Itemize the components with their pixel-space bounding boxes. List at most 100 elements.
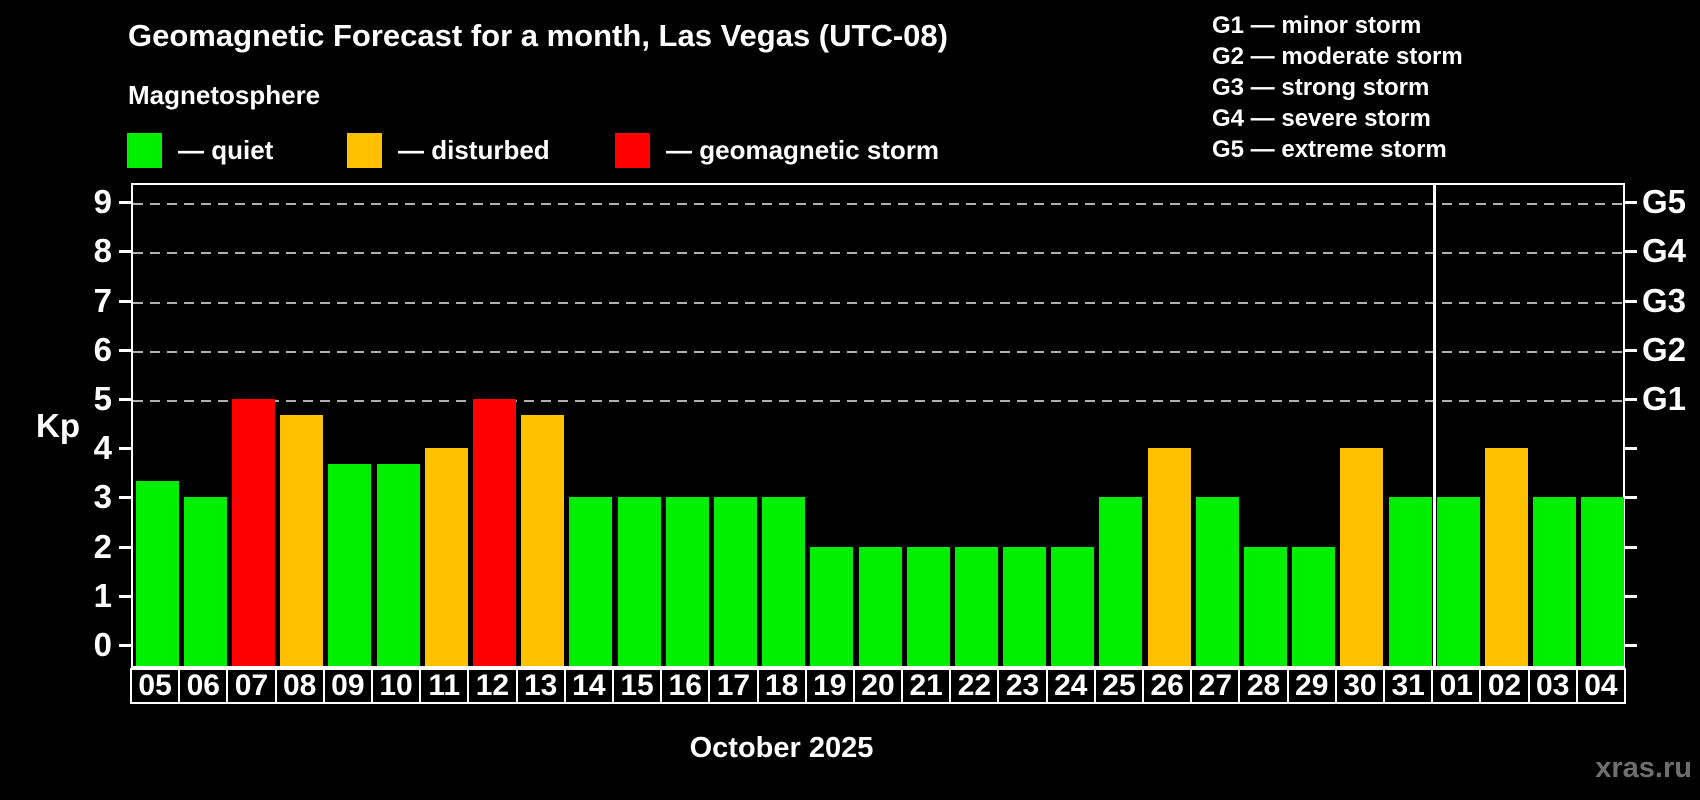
day-label: 23 (1005, 669, 1040, 702)
right-axis-tick (1625, 250, 1637, 254)
page-title: Geomagnetic Forecast for a month, Las Ve… (128, 18, 948, 53)
day-label-box: 26 (1142, 668, 1193, 704)
y-tick-label: 1 (93, 576, 112, 614)
bar (472, 399, 516, 666)
day-label-box: 25 (1093, 668, 1145, 704)
gridline (133, 301, 1623, 304)
storm-label: — geomagnetic storm (666, 135, 940, 165)
day-label: 25 (1102, 669, 1136, 702)
bar (280, 415, 324, 666)
day-label-box: 28 (1238, 668, 1289, 704)
bar (1533, 497, 1577, 666)
gridline (133, 350, 1623, 353)
y-axis-tick (119, 398, 131, 401)
y-tick-label: 5 (93, 380, 112, 417)
g-scale-label: G5 (1642, 183, 1687, 221)
g-scale-label: G4 (1642, 232, 1687, 270)
bar (858, 546, 902, 666)
bar (617, 497, 661, 666)
day-label: 19 (813, 669, 847, 702)
y-axis-tick (119, 644, 131, 647)
day-label: 10 (379, 669, 413, 702)
bar (376, 464, 420, 666)
day-label: 03 (1536, 669, 1570, 702)
g-scale-label: G3 (1642, 281, 1687, 319)
y-tick-label: 2 (93, 527, 112, 565)
day-label: 26 (1150, 669, 1184, 702)
y-axis-tick (119, 594, 131, 598)
bar (569, 497, 613, 666)
day-label: 06 (186, 669, 220, 702)
day-label-box: 21 (901, 668, 952, 704)
day-label: 12 (475, 669, 510, 702)
day-label-box: 14 (563, 668, 614, 704)
right-axis-tick (1625, 496, 1637, 500)
day-label: 13 (523, 669, 558, 702)
quiet-swatch-icon (127, 133, 162, 168)
bar (328, 464, 372, 666)
day-label: 29 (1295, 669, 1329, 702)
day-label-box: 23 (997, 668, 1048, 704)
day-label: 20 (861, 669, 895, 702)
day-label-box: 18 (756, 668, 807, 704)
bar (183, 497, 227, 666)
day-label: 30 (1343, 669, 1377, 702)
y-axis-tick (119, 447, 131, 451)
y-axis-tick (119, 250, 131, 254)
quiet-label: — quiet (178, 135, 274, 165)
day-label-box: 20 (852, 668, 904, 704)
day-label: 31 (1391, 669, 1425, 702)
legend-item-quiet: — quiet (127, 133, 273, 168)
day-label: 17 (716, 669, 751, 702)
right-axis-tick (1625, 545, 1637, 549)
y-tick-label: 8 (93, 232, 112, 270)
day-label: 24 (1054, 669, 1088, 702)
y-tick-label: 0 (93, 626, 112, 663)
bar (1485, 448, 1529, 666)
bar (1195, 497, 1239, 666)
g2-legend-line: G2 — moderate storm (1212, 43, 1463, 70)
day-label-box: 29 (1286, 668, 1337, 704)
right-axis-tick (1625, 348, 1637, 352)
g3-legend-line: G3 — strong storm (1212, 74, 1430, 101)
g-scale-legend: G1 — minor storm G2 — moderate storm G3 … (1212, 10, 1463, 165)
month-caption: October 2025 (689, 732, 874, 764)
bar (135, 481, 179, 666)
y-tick-label: 6 (93, 330, 112, 368)
chart-subtitle: Magnetosphere (128, 80, 321, 110)
bar (1340, 448, 1384, 666)
day-label-box: 05 (130, 668, 181, 704)
day-label: 27 (1198, 669, 1233, 702)
y-tick-label: 7 (93, 281, 112, 319)
y-axis-title: Kp (36, 407, 80, 444)
y-tick-label: 3 (93, 478, 112, 516)
bar (1388, 497, 1432, 666)
bar (424, 448, 468, 666)
right-axis-tick (1625, 201, 1637, 205)
bar (521, 415, 565, 666)
bar (231, 399, 275, 666)
day-label-box: 02 (1479, 668, 1530, 704)
day-label-box: 08 (274, 668, 325, 704)
day-label: 14 (572, 669, 606, 702)
day-label-box: 16 (660, 668, 711, 704)
day-label-box: 19 (804, 668, 855, 704)
g5-legend-line: G5 — extreme storm (1212, 136, 1447, 163)
bar (1147, 448, 1191, 666)
day-label-box: 12 (467, 668, 518, 704)
bar (1436, 497, 1480, 666)
y-axis-tick (119, 299, 131, 303)
day-label: 05 (138, 669, 172, 702)
day-label: 15 (620, 669, 654, 702)
day-label: 28 (1246, 669, 1281, 702)
day-label-box: 01 (1431, 668, 1482, 704)
day-label-box: 30 (1334, 668, 1386, 704)
day-label: 04 (1584, 669, 1618, 702)
day-label: 11 (428, 669, 461, 702)
day-label: 07 (234, 669, 269, 702)
day-label: 02 (1487, 669, 1522, 702)
g1-legend-line: G1 — minor storm (1212, 12, 1422, 39)
right-axis-tick (1625, 299, 1637, 303)
gridline (133, 252, 1623, 255)
